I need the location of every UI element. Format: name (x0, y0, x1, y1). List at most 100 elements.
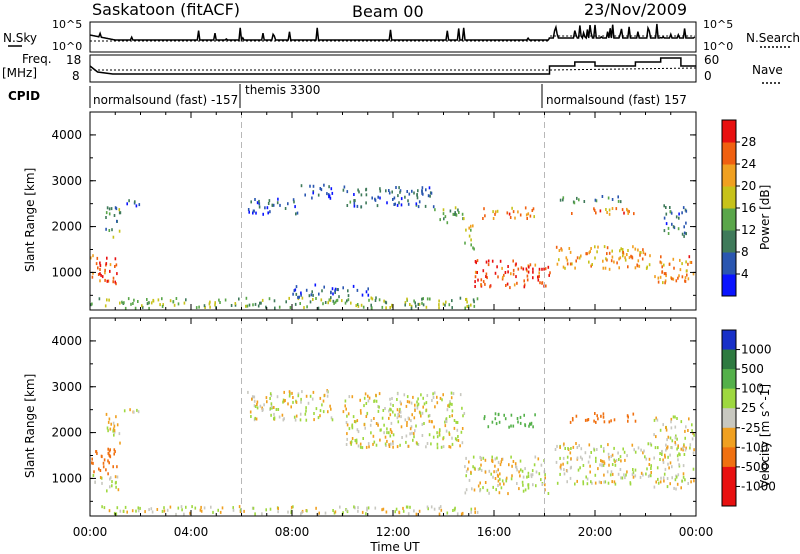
data-cell-10 (685, 425, 687, 429)
data-cell-15 (278, 305, 281, 309)
data-cell-0 (115, 263, 118, 267)
data-cell-10 (618, 266, 620, 270)
data-cell-4 (290, 405, 292, 409)
data-cell-8 (623, 473, 625, 477)
data-cell-6 (470, 470, 472, 474)
data-cell-10 (675, 475, 678, 479)
velocity-cbar-label: Velocity [m s^-1] (758, 384, 772, 488)
data-cell-11 (135, 509, 137, 513)
data-cell-8 (489, 285, 491, 289)
data-cell-5 (361, 446, 364, 450)
data-cell-10 (655, 435, 657, 439)
data-cell-5 (457, 435, 459, 438)
data-cell-7 (494, 412, 497, 416)
data-cell-6 (547, 492, 550, 495)
data-cell-15 (195, 306, 198, 310)
data-cell-11 (144, 510, 146, 514)
data-cell-15 (371, 297, 374, 301)
data-cell-15 (413, 299, 415, 303)
data-cell-5 (389, 434, 392, 438)
data-cell-8 (532, 267, 534, 271)
data-cell-9 (575, 414, 578, 418)
data-cell-5 (404, 418, 407, 422)
data-cell-10 (620, 247, 622, 251)
data-cell-3 (133, 410, 135, 414)
data-cell-15 (375, 296, 377, 300)
data-cell-16 (334, 289, 336, 293)
noise-sky-line (89, 23, 696, 43)
data-cell-6 (464, 465, 466, 469)
data-cell-5 (365, 415, 368, 418)
data-cell-5 (409, 427, 412, 431)
data-cell-15 (381, 305, 384, 309)
data-cell-0 (112, 276, 115, 280)
data-cell-0 (109, 269, 111, 273)
data-cell-5 (425, 401, 428, 405)
data-cell-4 (313, 418, 315, 422)
data-cell-10 (662, 423, 664, 427)
data-cell-10 (671, 476, 673, 480)
data-cell-5 (425, 409, 427, 413)
data-cell-4 (317, 416, 320, 420)
data-cell-5 (377, 195, 379, 199)
data-cell-16 (323, 285, 325, 289)
data-cell-10 (653, 433, 655, 437)
data-cell-7 (483, 417, 486, 421)
data-cell-14 (689, 260, 692, 264)
data-cell-6 (484, 481, 487, 484)
data-cell-8 (577, 468, 580, 472)
data-cell-15 (106, 298, 108, 302)
data-cell-8 (600, 444, 602, 448)
data-cell-5 (379, 196, 381, 200)
data-cell-0 (105, 468, 107, 472)
data-cell-8 (589, 470, 591, 474)
data-cell-10 (619, 256, 622, 260)
data-cell-10 (603, 245, 606, 249)
data-cell-2 (113, 433, 115, 437)
data-cell-11 (346, 510, 349, 514)
data-cell-9 (483, 207, 485, 211)
data-cell-8 (556, 444, 558, 448)
data-cell-4 (293, 415, 296, 419)
data-cell-5 (342, 410, 345, 414)
data-cell-7 (483, 415, 486, 419)
data-cell-7 (529, 422, 531, 426)
data-cell-8 (515, 275, 517, 279)
data-cell-5 (434, 405, 436, 409)
vel-cbar-tick-4: -25 (741, 421, 761, 435)
data-cell-15 (429, 297, 431, 301)
data-cell-5 (431, 399, 433, 402)
data-cell-8 (560, 463, 562, 467)
data-cell-16 (338, 295, 340, 299)
data-cell-5 (383, 431, 385, 435)
data-cell-5 (442, 436, 445, 440)
data-cell-12 (578, 198, 580, 202)
data-cell-10 (690, 480, 692, 484)
data-cell-15 (328, 298, 331, 302)
data-cell-5 (436, 435, 439, 439)
data-cell-4 (300, 184, 303, 188)
data-cell-11 (232, 506, 234, 510)
data-cell-8 (526, 274, 529, 278)
data-cell-5 (375, 399, 378, 403)
data-cell-1 (115, 480, 117, 484)
data-cell-6 (463, 217, 465, 221)
data-cell-5 (345, 407, 347, 411)
data-cell-11 (593, 207, 595, 211)
data-cell-5 (358, 190, 360, 194)
data-cell-11 (438, 506, 441, 510)
data-cell-0 (99, 261, 101, 265)
data-cell-10 (606, 246, 609, 250)
data-cell-8 (582, 480, 584, 484)
data-cell-1 (112, 235, 115, 239)
data-cell-7 (465, 228, 467, 232)
data-cell-7 (510, 413, 513, 417)
data-cell-6 (497, 460, 500, 464)
data-cell-5 (359, 398, 361, 402)
vel-cbar-swatch-6 (722, 447, 736, 468)
data-cell-7 (472, 246, 474, 250)
data-cell-3 (250, 200, 252, 204)
data-cell-3 (258, 205, 261, 209)
data-cell-5 (407, 416, 410, 420)
